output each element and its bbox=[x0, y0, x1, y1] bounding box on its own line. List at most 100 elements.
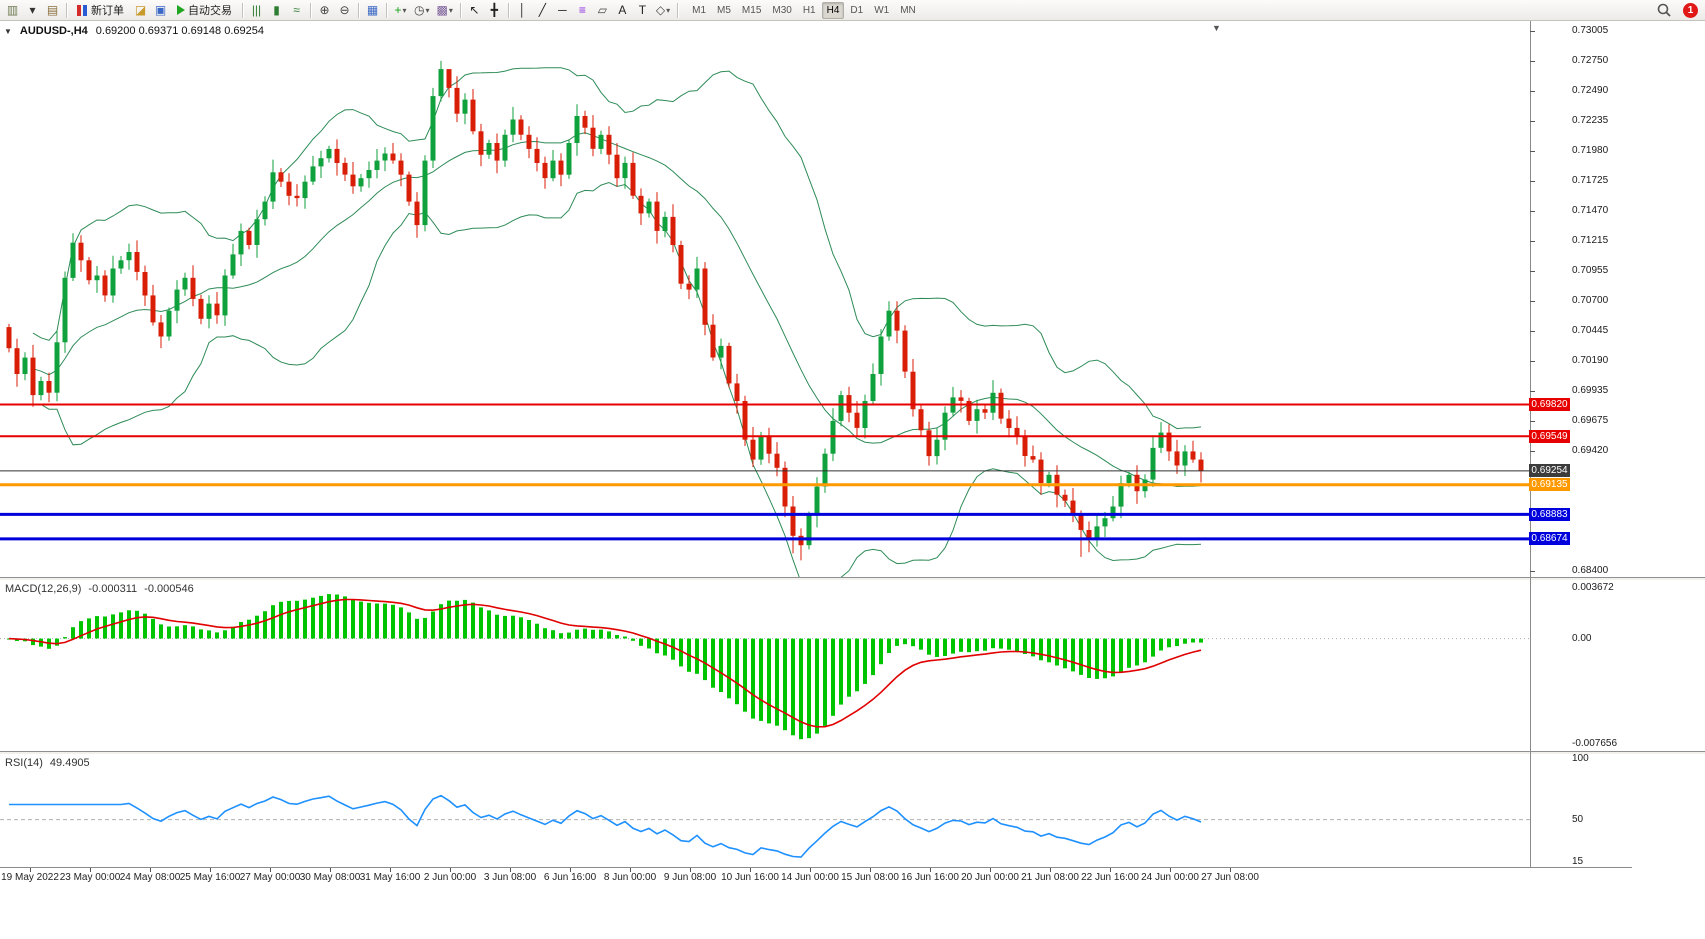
toolbar-separator bbox=[386, 2, 387, 18]
price-axis-label: 0.69935 bbox=[1572, 385, 1609, 396]
trendline-button[interactable]: ╱ bbox=[533, 1, 552, 19]
zoom-out-button[interactable]: ⊖ bbox=[335, 1, 354, 19]
crosshair-button[interactable]: ╋ bbox=[485, 1, 504, 19]
price-chart-canvas[interactable] bbox=[0, 21, 1530, 577]
macd-panel-canvas[interactable] bbox=[0, 580, 1530, 752]
fibonacci-button[interactable]: ≡ bbox=[573, 1, 592, 19]
rsi-panel-separator[interactable] bbox=[0, 751, 1705, 754]
time-axis-tick bbox=[1110, 868, 1111, 872]
periods-icon: ◷ bbox=[414, 3, 425, 17]
new-order-button[interactable]: 新订单 bbox=[71, 1, 130, 19]
templates-icon: ▩ bbox=[436, 3, 448, 17]
tile-windows-button[interactable]: ▦ bbox=[363, 1, 382, 19]
time-axis-label: 27 May 00:00 bbox=[239, 872, 301, 883]
timeframe-m5-button[interactable]: M5 bbox=[717, 4, 731, 16]
dropdown-arrow-icon: ▾ bbox=[448, 5, 453, 15]
bar-chart-button[interactable]: ||| bbox=[247, 1, 266, 19]
price-axis-label: 0.69675 bbox=[1572, 415, 1609, 426]
market-watch-button[interactable]: ◪ bbox=[131, 1, 150, 19]
time-axis-label: 31 May 16:00 bbox=[359, 872, 421, 883]
play-icon bbox=[177, 5, 185, 15]
search-icon[interactable] bbox=[1653, 1, 1675, 19]
macd-main-value: -0.000311 bbox=[88, 583, 138, 595]
notification-badge[interactable]: 1 bbox=[1683, 2, 1698, 18]
fibonacci-icon: ≡ bbox=[578, 3, 586, 17]
price-level-box: 0.69820 bbox=[1529, 398, 1570, 411]
timeframe-mn-button[interactable]: MN bbox=[900, 4, 916, 16]
price-axis-label: 0.70700 bbox=[1572, 295, 1609, 306]
chart-shift-marker-icon[interactable]: ▼ bbox=[1212, 23, 1221, 33]
time-axis-label: 16 Jun 16:00 bbox=[901, 872, 959, 883]
time-axis-tick bbox=[990, 868, 991, 872]
rsi-value: 49.4905 bbox=[49, 757, 90, 769]
time-axis-label: 30 May 08:00 bbox=[299, 872, 361, 883]
timeframe-m15-button[interactable]: M15 bbox=[741, 4, 762, 16]
autotrading-button[interactable]: 自动交易 bbox=[171, 1, 238, 19]
time-axis-tick bbox=[450, 868, 451, 872]
price-axis-label: 0.69420 bbox=[1572, 445, 1609, 456]
price-axis-label: 0.70955 bbox=[1572, 265, 1609, 276]
periods-button[interactable]: ◷ ▾ bbox=[411, 1, 433, 19]
indicators-icon: + bbox=[394, 3, 402, 17]
time-axis-label: 2 Jun 00:00 bbox=[423, 872, 477, 883]
timeframe-d1-button[interactable]: D1 bbox=[850, 4, 864, 16]
time-axis-tick bbox=[390, 868, 391, 872]
horizontal-line-icon: ─ bbox=[558, 3, 567, 17]
toolbar-separator bbox=[677, 2, 679, 18]
indicators-button[interactable]: + ▾ bbox=[391, 1, 410, 19]
new-chart-icon: ▥ bbox=[6, 3, 19, 17]
toolbar-separator bbox=[310, 2, 311, 18]
macd-panel-separator[interactable] bbox=[0, 577, 1705, 580]
text-button[interactable]: A bbox=[613, 1, 632, 19]
price-axis-tick bbox=[1530, 181, 1535, 182]
vertical-line-icon: │ bbox=[518, 3, 527, 17]
time-axis-label: 8 Jun 00:00 bbox=[603, 872, 657, 883]
time-axis bbox=[0, 867, 1632, 868]
timeframe-h1-button[interactable]: H1 bbox=[802, 4, 816, 16]
time-axis-tick bbox=[30, 868, 31, 872]
candlestick-chart-button[interactable]: ▮ bbox=[267, 1, 286, 19]
profiles-button[interactable]: ▤ bbox=[43, 1, 62, 19]
rsi-panel-canvas[interactable] bbox=[0, 754, 1530, 868]
cursor-button[interactable]: ↖ bbox=[465, 1, 484, 19]
price-axis-label: 0.71980 bbox=[1572, 145, 1609, 156]
price-axis-label: 0.72490 bbox=[1572, 85, 1609, 96]
time-axis-tick bbox=[510, 868, 511, 872]
time-axis-tick bbox=[90, 868, 91, 872]
price-axis-label: 0.72235 bbox=[1572, 115, 1609, 126]
timeframe-m30-button[interactable]: M30 bbox=[772, 4, 792, 16]
zoom-out-icon: ⊖ bbox=[339, 3, 350, 17]
price-level-box: 0.69254 bbox=[1529, 464, 1570, 477]
arrows-button[interactable]: ◇ ▾ bbox=[653, 1, 673, 19]
line-chart-button[interactable]: ≈ bbox=[287, 1, 306, 19]
shapes-button[interactable]: ▱ bbox=[593, 1, 612, 19]
symbol-dropdown-icon[interactable]: ▼ bbox=[4, 26, 12, 36]
navigator-button[interactable]: ▣ bbox=[151, 1, 170, 19]
horizontal-line-button[interactable]: ─ bbox=[553, 1, 572, 19]
time-axis-tick bbox=[1050, 868, 1051, 872]
timeframe-h4-button[interactable]: H4 bbox=[821, 1, 845, 19]
time-axis-label: 9 Jun 08:00 bbox=[663, 872, 717, 883]
timeframe-m1-button[interactable]: M1 bbox=[692, 4, 707, 16]
price-axis-tick bbox=[1530, 121, 1535, 122]
new-chart-dropdown-button[interactable]: ▾ bbox=[23, 1, 42, 19]
price-axis-tick bbox=[1530, 241, 1535, 242]
text-label-button[interactable]: T bbox=[633, 1, 652, 19]
rsi-label: RSI(14) 49.4905 bbox=[5, 757, 90, 769]
time-axis-tick bbox=[750, 868, 751, 872]
price-axis-label: 0.71470 bbox=[1572, 205, 1609, 216]
time-axis-tick bbox=[330, 868, 331, 872]
price-level-box: 0.69549 bbox=[1529, 430, 1570, 443]
timeframe-w1-button[interactable]: W1 bbox=[874, 4, 890, 16]
chart-window: ▼ AUDUSD-,H4 0.69200 0.69371 0.69148 0.6… bbox=[0, 21, 1705, 939]
candlestick-chart-icon: ▮ bbox=[273, 3, 280, 17]
time-axis-tick bbox=[210, 868, 211, 872]
new-chart-button[interactable]: ▥ bbox=[3, 1, 22, 19]
templates-button[interactable]: ▩ ▾ bbox=[434, 1, 456, 19]
vertical-line-button[interactable]: │ bbox=[513, 1, 532, 19]
time-axis-label: 10 Jun 16:00 bbox=[721, 872, 779, 883]
cursor-icon: ↖ bbox=[469, 3, 480, 17]
zoom-in-button[interactable]: ⊕ bbox=[315, 1, 334, 19]
price-axis-label: 0.73005 bbox=[1572, 25, 1609, 36]
toolbar-separator bbox=[358, 2, 359, 18]
